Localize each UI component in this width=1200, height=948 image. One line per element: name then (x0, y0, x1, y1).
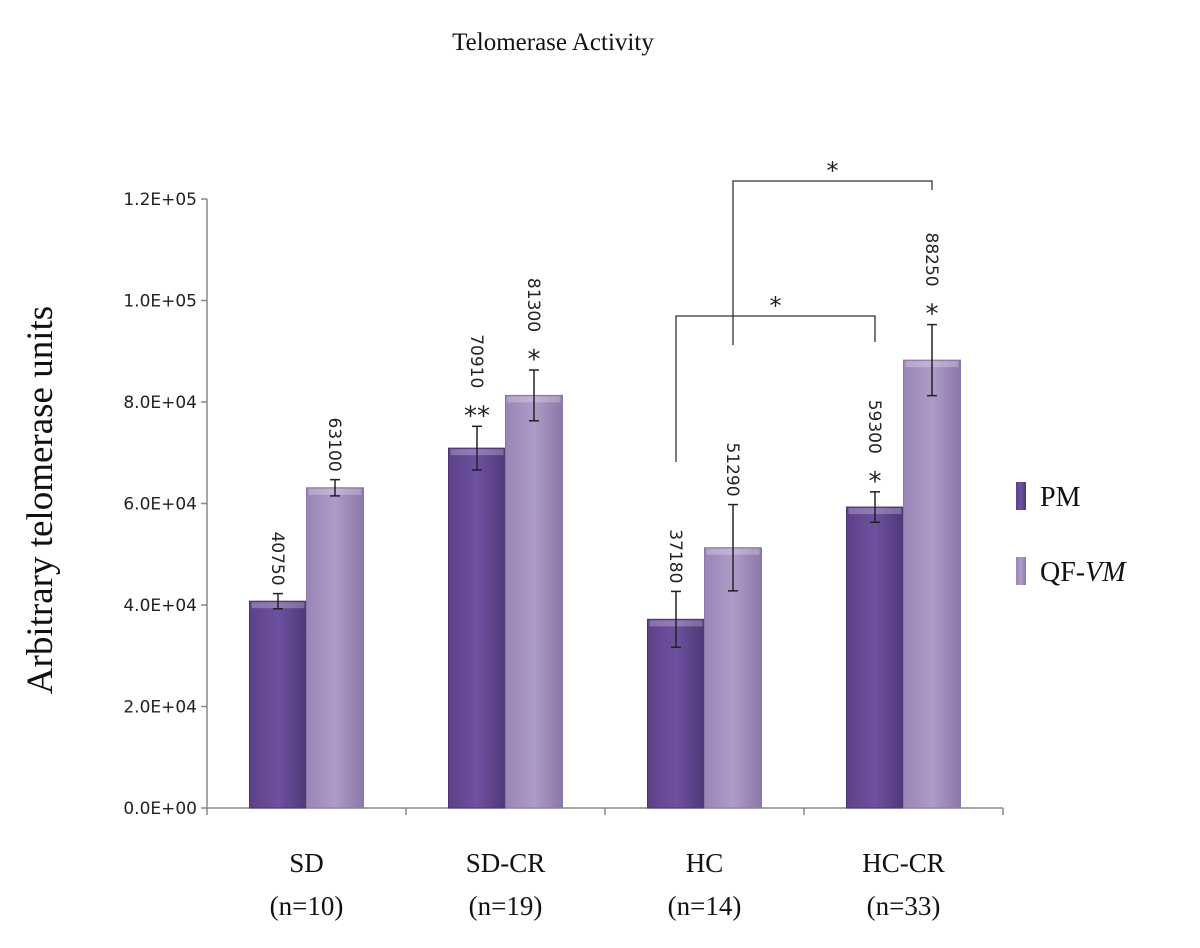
legend-swatch-1 (1016, 557, 1026, 585)
chart-title: Telomerase Activity (452, 29, 654, 56)
bar-pm-hc-cr (846, 506, 904, 809)
y-tick-label: 8.0E+04 (123, 393, 197, 413)
bar-pm-sd (249, 600, 307, 809)
value-label: 40750 (267, 531, 287, 585)
x-tick-label: HC-CR (862, 848, 945, 878)
comparison-mark: * (827, 157, 839, 185)
value-label: 59300 (864, 400, 884, 454)
x-tick-label: SD (289, 848, 324, 878)
significance-mark: * (926, 300, 939, 330)
bar-pm-hc (647, 618, 705, 809)
x-tick-n-label: (n=19) (469, 891, 543, 921)
bar-qf-vm-sd-cr (505, 394, 563, 809)
value-label: 37180 (665, 529, 685, 583)
y-tick-label: 2.0E+04 (123, 698, 197, 718)
y-tick-label: 0.0E+00 (123, 799, 197, 819)
significance-mark: * (869, 467, 882, 497)
bar-qf-vm-hc-cr (903, 359, 961, 809)
value-label: 70910 (466, 334, 486, 388)
x-tick-label: SD-CR (466, 848, 546, 878)
x-tick-n-label: (n=10) (270, 891, 344, 921)
legend-label-1: QF-VM (1040, 557, 1127, 588)
x-tick-n-label: (n=14) (668, 891, 742, 921)
y-tick-label: 4.0E+04 (123, 596, 197, 616)
y-axis-title: Arbitrary telomerase units (20, 306, 61, 694)
value-label: 51290 (722, 442, 742, 496)
legend-swatch-0 (1016, 482, 1026, 510)
comparison-mark: * (770, 292, 782, 320)
legend-label-0: PM (1040, 482, 1081, 513)
value-label: 63100 (324, 418, 344, 472)
comparison-bracket (675, 315, 876, 462)
value-label: 81300 (523, 278, 543, 332)
value-label: 88250 (921, 233, 941, 287)
comparison-bracket (732, 180, 933, 345)
significance-mark: ** (464, 401, 490, 431)
y-tick-label: 1.2E+05 (123, 190, 197, 210)
significance-mark: * (528, 345, 541, 375)
bar-qf-vm-sd (306, 487, 364, 809)
y-tick-label: 6.0E+04 (123, 495, 197, 515)
y-tick-label: 1.0E+05 (123, 292, 197, 312)
x-tick-label: HC (686, 848, 724, 878)
x-tick-n-label: (n=33) (867, 891, 941, 921)
bar-pm-sd-cr (448, 447, 506, 809)
